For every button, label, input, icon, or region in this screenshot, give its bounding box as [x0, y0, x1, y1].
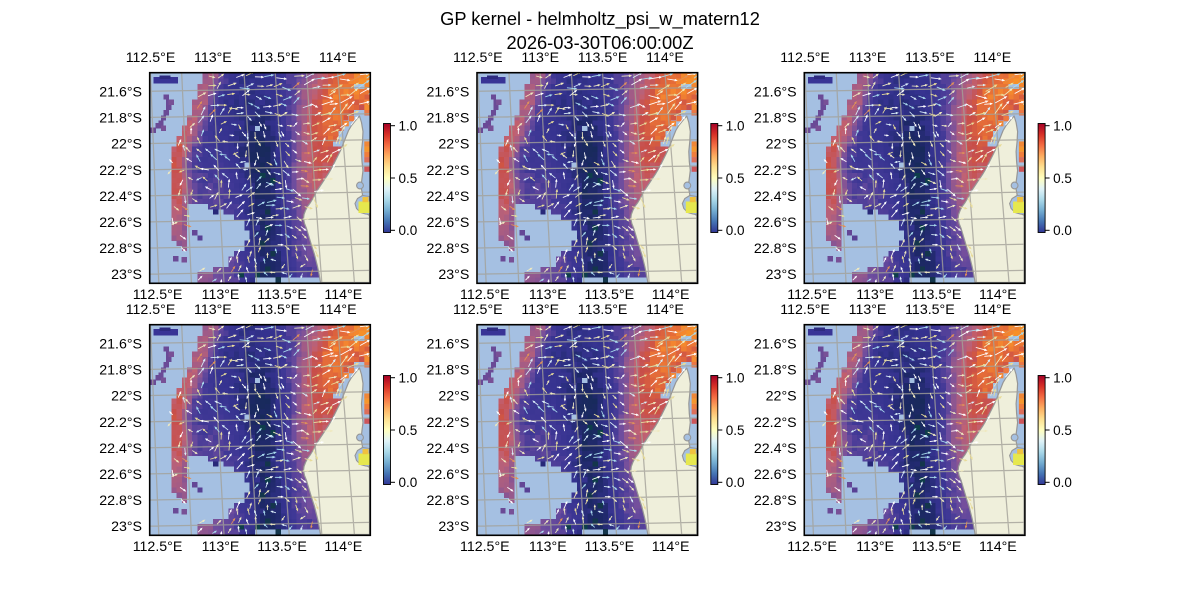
- svg-text:22.2°S: 22.2°S: [99, 415, 142, 431]
- svg-text:21.6°S: 21.6°S: [427, 84, 470, 100]
- svg-text:114°E: 114°E: [979, 287, 1017, 303]
- svg-text:22.4°S: 22.4°S: [99, 189, 142, 205]
- svg-text:113°E: 113°E: [521, 302, 559, 318]
- svg-text:21.6°S: 21.6°S: [99, 336, 142, 352]
- svg-text:22°S: 22°S: [766, 389, 797, 405]
- svg-text:22.2°S: 22.2°S: [754, 415, 797, 431]
- svg-text:23°S: 23°S: [111, 519, 142, 535]
- svg-text:22.6°S: 22.6°S: [427, 467, 470, 483]
- svg-text:22°S: 22°S: [111, 389, 142, 405]
- svg-text:113.5°E: 113.5°E: [585, 287, 635, 303]
- svg-text:21.6°S: 21.6°S: [754, 84, 797, 100]
- svg-text:113°E: 113°E: [856, 287, 894, 303]
- svg-text:114°E: 114°E: [646, 50, 684, 66]
- svg-text:113°E: 113°E: [529, 539, 567, 555]
- svg-text:23°S: 23°S: [111, 267, 142, 283]
- svg-text:113.5°E: 113.5°E: [578, 302, 628, 318]
- svg-text:22.2°S: 22.2°S: [99, 163, 142, 179]
- svg-text:21.6°S: 21.6°S: [754, 336, 797, 352]
- svg-text:22.6°S: 22.6°S: [427, 215, 470, 231]
- svg-text:2026-03-30T06:00:00Z: 2026-03-30T06:00:00Z: [506, 32, 693, 53]
- svg-text:113°E: 113°E: [194, 302, 232, 318]
- svg-text:113.5°E: 113.5°E: [905, 50, 955, 66]
- svg-text:113°E: 113°E: [856, 539, 894, 555]
- svg-text:23°S: 23°S: [438, 267, 469, 283]
- svg-text:22.2°S: 22.2°S: [754, 163, 797, 179]
- svg-text:113.5°E: 113.5°E: [251, 50, 301, 66]
- svg-text:113.5°E: 113.5°E: [257, 287, 307, 303]
- svg-text:21.6°S: 21.6°S: [99, 84, 142, 100]
- svg-text:22.4°S: 22.4°S: [427, 441, 470, 457]
- svg-text:22.4°S: 22.4°S: [99, 441, 142, 457]
- svg-text:112.5°E: 112.5°E: [780, 302, 830, 318]
- svg-text:113°E: 113°E: [529, 287, 567, 303]
- svg-text:112.5°E: 112.5°E: [780, 50, 830, 66]
- svg-text:113.5°E: 113.5°E: [251, 302, 301, 318]
- svg-text:22.6°S: 22.6°S: [754, 467, 797, 483]
- svg-text:112.5°E: 112.5°E: [787, 287, 837, 303]
- svg-text:113°E: 113°E: [849, 302, 887, 318]
- svg-text:22.2°S: 22.2°S: [427, 415, 470, 431]
- svg-text:22.4°S: 22.4°S: [754, 189, 797, 205]
- svg-text:22°S: 22°S: [438, 389, 469, 405]
- svg-text:114°E: 114°E: [973, 50, 1011, 66]
- svg-text:112.5°E: 112.5°E: [460, 539, 510, 555]
- svg-text:21.8°S: 21.8°S: [99, 111, 142, 127]
- svg-text:22.8°S: 22.8°S: [99, 241, 142, 257]
- svg-text:112.5°E: 112.5°E: [126, 302, 176, 318]
- svg-text:113.5°E: 113.5°E: [912, 287, 962, 303]
- svg-text:GP kernel - helmholtz_psi_w_ma: GP kernel - helmholtz_psi_w_matern12: [440, 8, 760, 30]
- svg-text:113.5°E: 113.5°E: [905, 302, 955, 318]
- svg-text:22.4°S: 22.4°S: [427, 189, 470, 205]
- svg-text:112.5°E: 112.5°E: [133, 287, 183, 303]
- svg-text:113°E: 113°E: [202, 287, 240, 303]
- svg-text:22.8°S: 22.8°S: [754, 493, 797, 509]
- svg-text:113.5°E: 113.5°E: [257, 539, 307, 555]
- svg-text:22.8°S: 22.8°S: [99, 493, 142, 509]
- svg-text:22.8°S: 22.8°S: [427, 241, 470, 257]
- svg-text:22.6°S: 22.6°S: [99, 215, 142, 231]
- svg-text:23°S: 23°S: [438, 519, 469, 535]
- svg-text:21.8°S: 21.8°S: [754, 111, 797, 127]
- svg-text:113°E: 113°E: [194, 50, 232, 66]
- svg-text:114°E: 114°E: [319, 50, 357, 66]
- svg-text:22°S: 22°S: [766, 137, 797, 153]
- svg-text:114°E: 114°E: [973, 302, 1011, 318]
- svg-text:114°E: 114°E: [324, 287, 362, 303]
- svg-text:23°S: 23°S: [766, 267, 797, 283]
- svg-text:114°E: 114°E: [646, 302, 684, 318]
- svg-text:21.8°S: 21.8°S: [427, 363, 470, 379]
- svg-text:112.5°E: 112.5°E: [453, 302, 503, 318]
- svg-text:21.8°S: 21.8°S: [427, 111, 470, 127]
- svg-text:22.8°S: 22.8°S: [427, 493, 470, 509]
- svg-text:112.5°E: 112.5°E: [133, 539, 183, 555]
- svg-text:114°E: 114°E: [324, 539, 362, 555]
- svg-text:114°E: 114°E: [979, 539, 1017, 555]
- svg-text:22°S: 22°S: [111, 137, 142, 153]
- svg-text:21.8°S: 21.8°S: [754, 363, 797, 379]
- svg-text:114°E: 114°E: [319, 302, 357, 318]
- svg-text:112.5°E: 112.5°E: [787, 539, 837, 555]
- svg-text:22°S: 22°S: [438, 137, 469, 153]
- svg-text:112.5°E: 112.5°E: [453, 50, 503, 66]
- svg-text:113.5°E: 113.5°E: [912, 539, 962, 555]
- svg-text:22.2°S: 22.2°S: [427, 163, 470, 179]
- svg-text:22.4°S: 22.4°S: [754, 441, 797, 457]
- svg-text:113°E: 113°E: [202, 539, 240, 555]
- svg-text:114°E: 114°E: [652, 287, 690, 303]
- svg-text:113°E: 113°E: [521, 50, 559, 66]
- svg-text:22.8°S: 22.8°S: [754, 241, 797, 257]
- svg-text:22.6°S: 22.6°S: [754, 215, 797, 231]
- svg-text:23°S: 23°S: [766, 519, 797, 535]
- svg-text:113°E: 113°E: [849, 50, 887, 66]
- svg-text:112.5°E: 112.5°E: [460, 287, 510, 303]
- svg-text:113.5°E: 113.5°E: [585, 539, 635, 555]
- svg-text:112.5°E: 112.5°E: [126, 50, 176, 66]
- svg-text:21.8°S: 21.8°S: [99, 363, 142, 379]
- svg-text:21.6°S: 21.6°S: [427, 336, 470, 352]
- svg-text:113.5°E: 113.5°E: [578, 50, 628, 66]
- svg-text:22.6°S: 22.6°S: [99, 467, 142, 483]
- svg-text:114°E: 114°E: [652, 539, 690, 555]
